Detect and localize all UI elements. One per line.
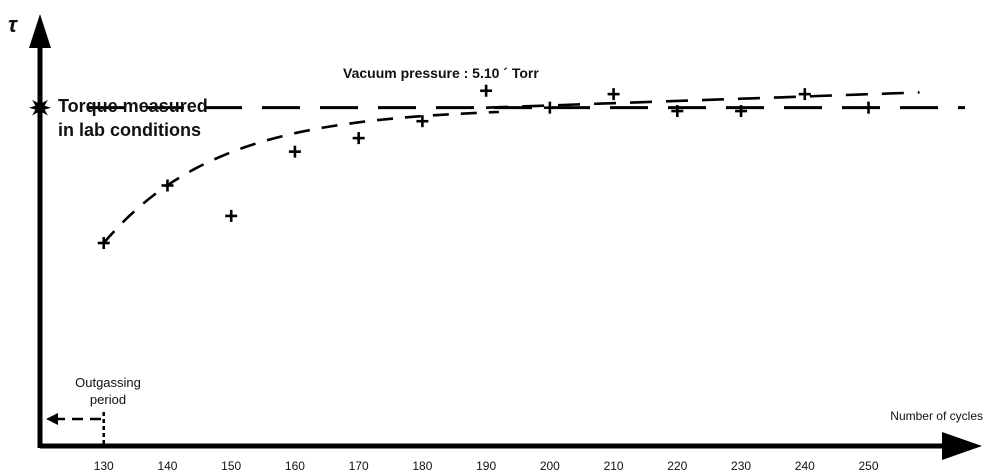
reference-marker-icon — [29, 96, 51, 119]
data-point — [161, 179, 174, 192]
reference-label-line2: in lab conditions — [58, 120, 201, 140]
y-axis-arrow-icon — [29, 14, 51, 48]
outgassing-label-line2: period — [90, 392, 126, 407]
upper-band-curve — [486, 91, 920, 109]
x-tick-label: 210 — [604, 459, 624, 473]
x-tick-label: 190 — [476, 459, 496, 473]
x-tick-label: 200 — [540, 459, 560, 473]
trend-curve — [102, 110, 499, 244]
x-ticks-group: 130 140 150 160 170 180 190 200 210 220 230 240 250 — [94, 459, 879, 473]
outgassing-arrow-left-icon — [46, 413, 58, 425]
x-tick-label: 240 — [795, 459, 815, 473]
data-points-group — [97, 84, 875, 249]
data-point — [607, 88, 620, 101]
y-axis-label: τ — [8, 12, 18, 37]
data-point — [798, 88, 811, 101]
x-tick-label: 170 — [349, 459, 369, 473]
x-tick-label: 150 — [221, 459, 241, 473]
x-tick-label: 180 — [412, 459, 432, 473]
outgassing-label-line1: Outgassing — [75, 375, 141, 390]
trend-curve-group — [102, 91, 920, 244]
data-point — [543, 101, 556, 114]
x-tick-label: 130 — [94, 459, 114, 473]
data-point — [352, 132, 365, 145]
x-tick-label: 140 — [157, 459, 177, 473]
reference-label-line1: Torque measured — [58, 96, 208, 116]
x-axis-arrow-icon — [942, 432, 982, 460]
data-point — [97, 237, 110, 249]
data-point — [225, 209, 238, 222]
x-tick-label: 250 — [859, 459, 879, 473]
data-point — [288, 145, 301, 158]
x-tick-label: 220 — [667, 459, 687, 473]
x-tick-label: 160 — [285, 459, 305, 473]
x-axis-label: Number of cycles — [890, 409, 983, 423]
x-tick-label: 230 — [731, 459, 751, 473]
data-point — [416, 115, 429, 128]
data-point — [480, 84, 493, 97]
chart-title: Vacuum pressure : 5.10 ´ Torr — [343, 65, 539, 81]
data-point — [862, 101, 875, 114]
data-point — [671, 105, 684, 118]
data-point — [735, 105, 748, 118]
